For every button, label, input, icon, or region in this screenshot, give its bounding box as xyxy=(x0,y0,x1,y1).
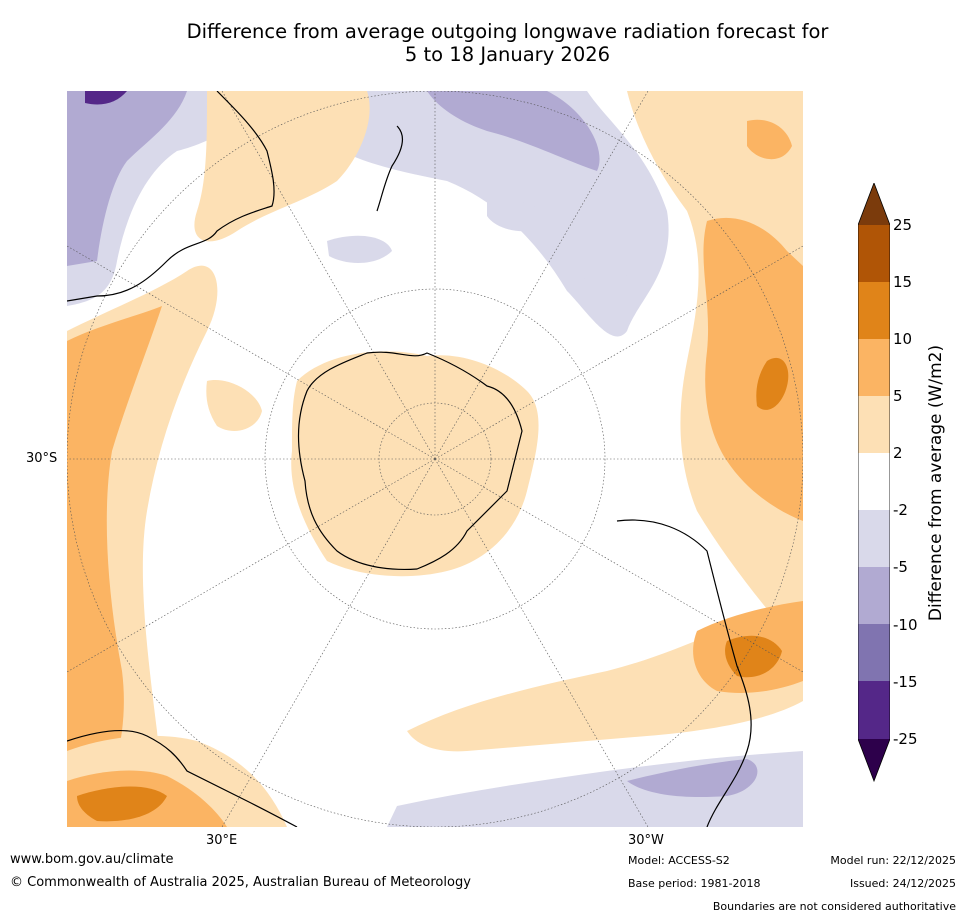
colorbar-band-10-15 xyxy=(858,282,890,339)
australia-coastline xyxy=(67,91,275,302)
meridian-150e xyxy=(221,91,436,460)
title-line-1: Difference from average outgoing longwav… xyxy=(186,20,829,43)
colorbar-band-m15-m25 xyxy=(858,681,890,739)
polar-map[interactable] xyxy=(67,91,803,827)
colorbar-tick: -10 xyxy=(893,616,918,634)
model-name: Model: ACCESS-S2 xyxy=(628,854,730,867)
colorbar-band-15-25 xyxy=(858,225,890,282)
meridian-30w xyxy=(434,458,649,827)
longitude-label-30w: 30°W xyxy=(628,833,664,848)
copyright-text: © Commonwealth of Australia 2025, Austra… xyxy=(10,875,471,890)
colorbar xyxy=(858,183,890,783)
colorbar-tick: 25 xyxy=(893,216,913,234)
issued-date: Issued: 24/12/2025 xyxy=(849,877,956,890)
africa-coastline xyxy=(67,729,298,827)
chart-title: Difference from average outgoing longwav… xyxy=(0,20,965,66)
meridian-60e xyxy=(67,458,436,673)
colorbar-tick: 10 xyxy=(893,330,913,348)
colorbar-tick: -25 xyxy=(893,730,918,748)
colorbar-band-m5-m10 xyxy=(858,567,890,624)
graticule xyxy=(67,91,803,827)
colorbar-band-m10-m15 xyxy=(858,624,890,681)
colorbar-tick: 2 xyxy=(893,444,903,462)
colorbar-tick: 15 xyxy=(893,273,913,291)
new-zealand-coastline xyxy=(376,125,404,212)
meridian-120w xyxy=(434,245,803,460)
map-canvas xyxy=(67,91,803,827)
colorbar-under-triangle xyxy=(858,739,890,781)
colorbar-band-2-5 xyxy=(858,396,890,453)
colorbar-title: Difference from average (W/m2) xyxy=(926,344,946,622)
meridian-30e xyxy=(221,458,436,827)
colorbar-outline xyxy=(858,183,890,783)
boundary-disclaimer: Boundaries are not considered authoritat… xyxy=(712,900,956,913)
colorbar-over-triangle xyxy=(858,183,890,225)
title-line-2: 5 to 18 January 2026 xyxy=(404,43,611,66)
latitude-label-30s: 30°S xyxy=(26,451,58,466)
colorbar-tick: -5 xyxy=(893,558,908,576)
meridian-120e xyxy=(67,245,436,460)
colorbar-tick: 5 xyxy=(893,387,903,405)
colorbar-tick: -15 xyxy=(893,673,918,691)
meridian-150w xyxy=(434,91,649,460)
colorbar-tick: -2 xyxy=(893,501,908,519)
coastlines xyxy=(67,91,752,827)
anomaly-shading xyxy=(67,91,803,827)
base-period: Base period: 1981-2018 xyxy=(628,877,761,890)
longitude-label-30e: 30°E xyxy=(206,833,238,848)
model-run-date: Model run: 22/12/2025 xyxy=(830,854,956,867)
meridian-60w xyxy=(434,458,803,673)
antarctica-coastline xyxy=(297,351,523,570)
colorbar-band-m2-m5 xyxy=(858,510,890,567)
latitude-circle-60s xyxy=(264,288,606,630)
website-link[interactable]: www.bom.gov.au/climate xyxy=(10,852,174,867)
colorbar-band-5-10 xyxy=(858,339,890,396)
south-america-coastline xyxy=(616,519,752,827)
colorbar-band-neutral xyxy=(858,453,890,510)
